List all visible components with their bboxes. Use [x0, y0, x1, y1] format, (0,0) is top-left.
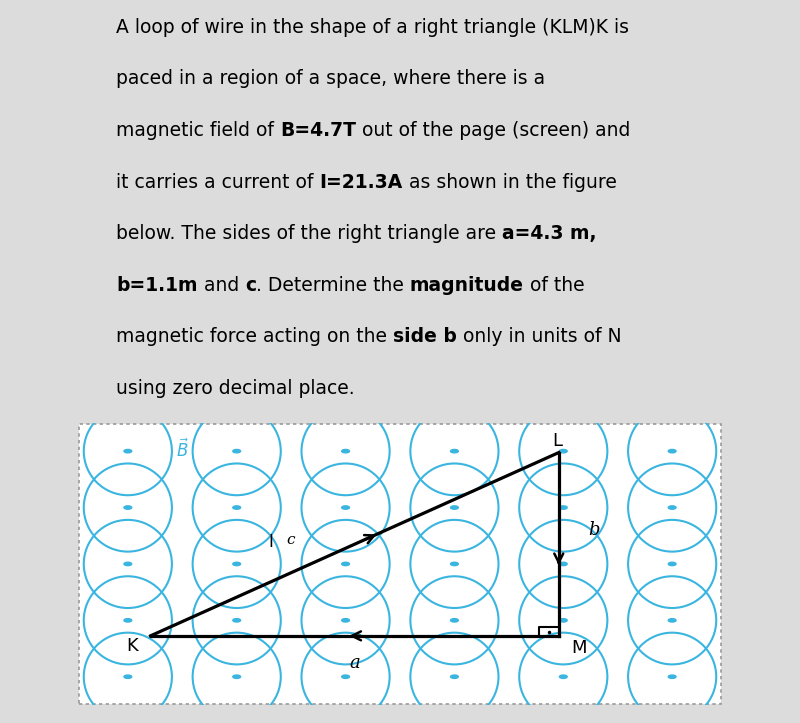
Circle shape: [233, 450, 241, 453]
Circle shape: [559, 562, 567, 565]
Text: using zero decimal place.: using zero decimal place.: [116, 379, 354, 398]
Circle shape: [124, 506, 132, 509]
Circle shape: [342, 562, 350, 565]
Circle shape: [450, 675, 458, 678]
Circle shape: [342, 506, 350, 509]
Text: a=4.3 m,: a=4.3 m,: [502, 224, 597, 243]
Circle shape: [668, 506, 676, 509]
Text: b: b: [588, 521, 599, 539]
Text: below. The sides of the right triangle are: below. The sides of the right triangle a…: [116, 224, 502, 243]
Circle shape: [559, 619, 567, 622]
Text: . Determine the: . Determine the: [256, 275, 410, 295]
Circle shape: [668, 562, 676, 565]
Text: of the: of the: [524, 275, 584, 295]
Circle shape: [450, 562, 458, 565]
Text: out of the page (screen) and: out of the page (screen) and: [356, 121, 630, 140]
Text: magnitude: magnitude: [410, 275, 524, 295]
Text: paced in a region of a space, where there is a: paced in a region of a space, where ther…: [116, 69, 545, 88]
Circle shape: [124, 562, 132, 565]
Text: only in units of N: only in units of N: [457, 328, 622, 346]
Text: as shown in the figure: as shown in the figure: [402, 173, 617, 192]
Circle shape: [450, 450, 458, 453]
Circle shape: [233, 506, 241, 509]
Text: magnetic field of: magnetic field of: [116, 121, 280, 140]
Circle shape: [124, 675, 132, 678]
Text: b=1.1m: b=1.1m: [116, 275, 198, 295]
Circle shape: [559, 450, 567, 453]
Circle shape: [668, 675, 676, 678]
Text: c: c: [245, 275, 256, 295]
FancyBboxPatch shape: [79, 424, 721, 703]
Circle shape: [124, 619, 132, 622]
Text: it carries a current of: it carries a current of: [116, 173, 319, 192]
Text: M: M: [572, 638, 587, 656]
Circle shape: [233, 675, 241, 678]
Circle shape: [233, 619, 241, 622]
Text: L: L: [552, 432, 562, 450]
Circle shape: [450, 506, 458, 509]
Text: magnetic force acting on the: magnetic force acting on the: [116, 328, 393, 346]
Circle shape: [668, 619, 676, 622]
Text: K: K: [126, 637, 138, 655]
Circle shape: [342, 450, 350, 453]
Circle shape: [450, 619, 458, 622]
Text: and: and: [198, 275, 245, 295]
Text: side b: side b: [393, 328, 457, 346]
Text: I: I: [269, 534, 274, 552]
Text: $\vec{B}$: $\vec{B}$: [177, 438, 190, 461]
Text: I=21.3A: I=21.3A: [319, 173, 402, 192]
Circle shape: [342, 619, 350, 622]
Text: a: a: [350, 654, 360, 672]
Circle shape: [559, 675, 567, 678]
Circle shape: [124, 450, 132, 453]
Text: c: c: [286, 533, 294, 547]
Circle shape: [233, 562, 241, 565]
Text: B=4.7T: B=4.7T: [280, 121, 356, 140]
Text: A loop of wire in the shape of a right triangle (KLM)K is: A loop of wire in the shape of a right t…: [116, 18, 629, 37]
Circle shape: [668, 450, 676, 453]
Circle shape: [342, 675, 350, 678]
Circle shape: [559, 506, 567, 509]
